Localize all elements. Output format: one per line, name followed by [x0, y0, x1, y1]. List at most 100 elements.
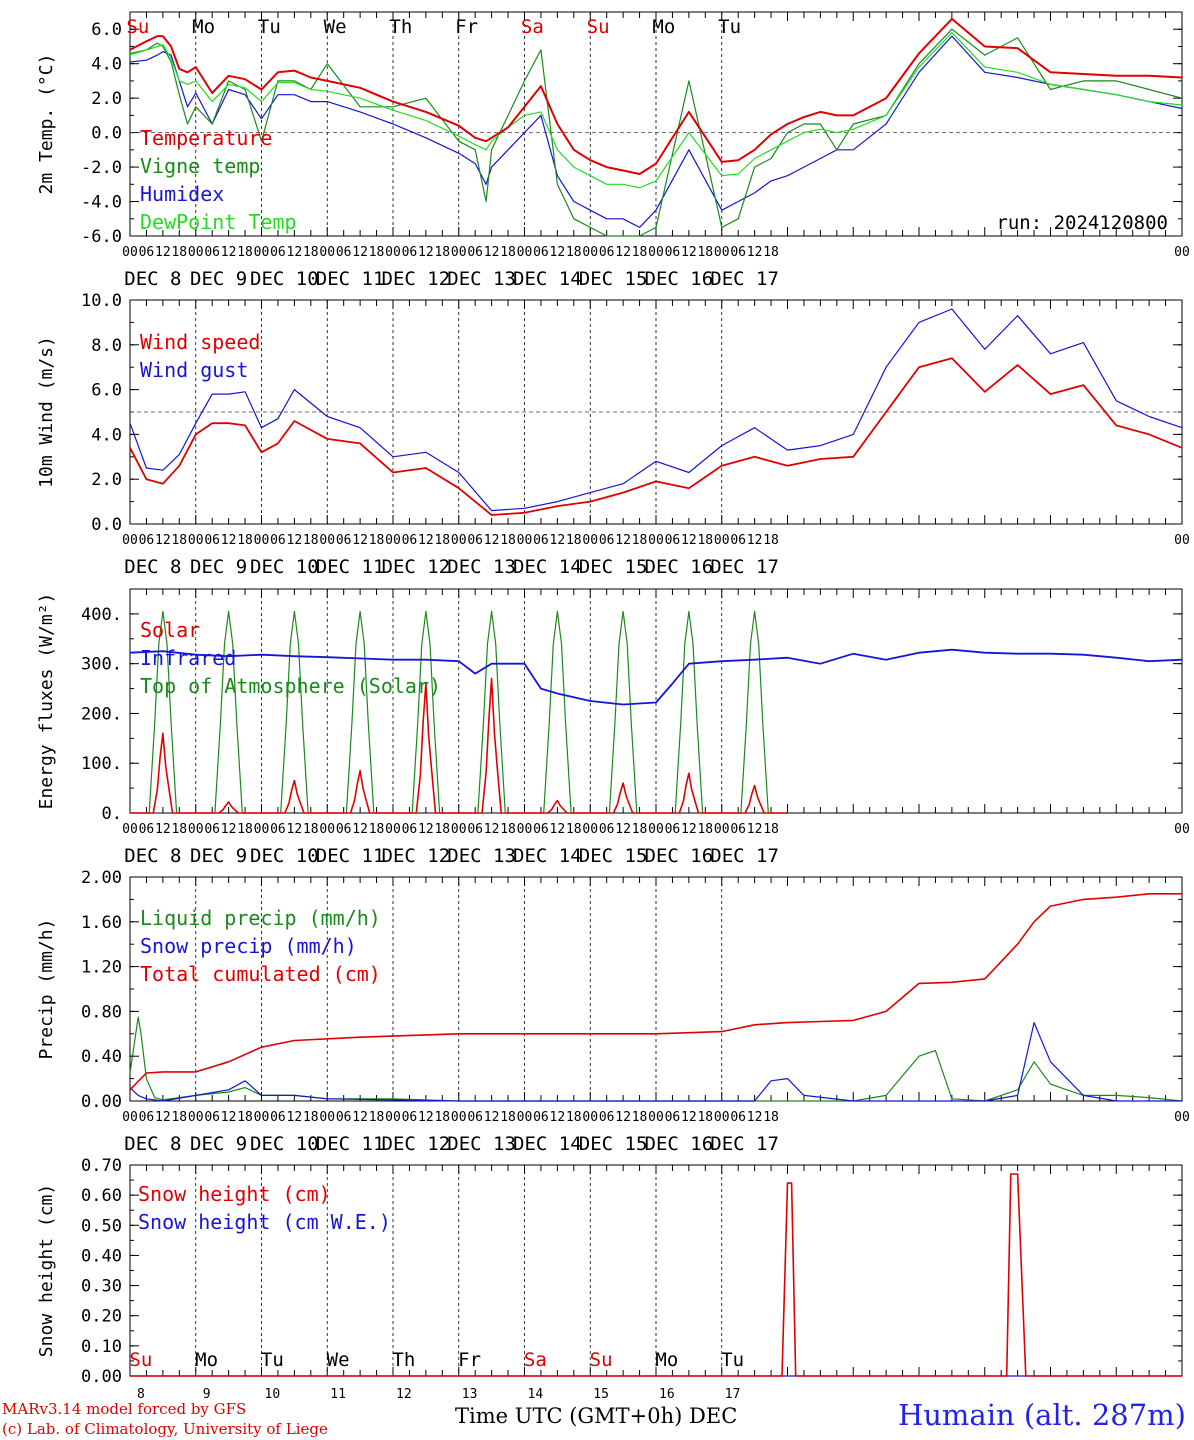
hour-tick-label: 18	[237, 822, 253, 837]
x-axis-title-text: Time UTC (GMT+0h)	[455, 1404, 683, 1428]
day-label-top: Su	[126, 16, 149, 38]
hour-tick-label: 18	[303, 245, 319, 260]
hour-tick-label: 18	[697, 245, 713, 260]
y-tick-label: 300.	[81, 655, 122, 675]
hour-tick-label: 00	[648, 245, 664, 260]
hour-tick-label: 00	[451, 1110, 467, 1125]
date-label: DEC 17	[710, 845, 779, 867]
y-tick-label: 2.00	[81, 868, 122, 888]
hour-tick-label: 18	[566, 822, 582, 837]
hour-tick-label: 12	[287, 822, 303, 837]
hour-tick-label: 00	[1174, 822, 1190, 837]
date-label: DEC 16	[645, 845, 714, 867]
panel-2	[129, 299, 1183, 525]
run-annotation: run: 2024120800	[996, 212, 1168, 234]
hour-tick-label: 06	[599, 822, 615, 837]
date-label: DEC 14	[513, 556, 582, 578]
hour-tick-label: 00	[385, 533, 401, 548]
hour-tick-label: 00	[714, 1110, 730, 1125]
legend-entry: DewPoint Temp	[140, 210, 297, 234]
hour-tick-label: 00	[517, 533, 533, 548]
y-tick-label: 0.0	[91, 515, 122, 535]
hour-tick-label: 18	[434, 245, 450, 260]
hour-tick-label: 00	[254, 245, 270, 260]
hour-tick-label: 18	[434, 822, 450, 837]
date-label: DEC 11	[316, 556, 385, 578]
y-tick-label: 0.00	[81, 1367, 122, 1387]
hour-tick-label: 18	[697, 533, 713, 548]
hour-tick-label: 06	[599, 1110, 615, 1125]
hour-tick-label: 06	[402, 245, 418, 260]
day-label-bottom: We	[327, 1349, 350, 1371]
hour-tick-label: 12	[287, 533, 303, 548]
y-tick-label: 1.20	[81, 958, 122, 978]
hour-tick-label: 12	[615, 533, 631, 548]
hour-tick-label: 18	[303, 533, 319, 548]
x-axis-title: Time UTC (GMT+0h) DEC	[455, 1404, 737, 1428]
hour-tick-label: 12	[221, 1110, 237, 1125]
hour-tick-label: 06	[665, 822, 681, 837]
hour-tick-label: 18	[697, 822, 713, 837]
hour-tick-label: 18	[632, 245, 648, 260]
hour-tick-label: 12	[615, 1110, 631, 1125]
series-line-wind-speed	[129, 357, 1183, 516]
hour-tick-label: 12	[352, 822, 368, 837]
hour-tick-label: 00	[254, 822, 270, 837]
hour-tick-label: 12	[550, 533, 566, 548]
y-tick-label: 0.10	[81, 1337, 122, 1357]
legend-entry: Snow height (cm)	[138, 1182, 331, 1206]
hour-tick-label: 06	[204, 822, 220, 837]
hour-tick-label: 18	[500, 1110, 516, 1125]
hour-tick-label: 18	[566, 245, 582, 260]
hour-tick-label: 06	[533, 245, 549, 260]
y-tick-label: 0.0	[91, 124, 122, 144]
day-label-bottom: Fr	[458, 1349, 481, 1371]
hour-tick-label: 18	[369, 533, 385, 548]
day-number-label: 12	[396, 1387, 412, 1402]
credit-line-2: (c) Lab. of Climatology, University of L…	[2, 1420, 328, 1438]
y-tick-label: 0.00	[81, 1092, 122, 1112]
hour-tick-label: 06	[665, 245, 681, 260]
y-axis-label: Precip (mm/h)	[36, 919, 57, 1060]
y-tick-label: 200.	[81, 704, 122, 724]
hour-tick-label: 00	[582, 822, 598, 837]
day-label-bottom: Sa	[524, 1349, 547, 1371]
date-label: DEC 10	[250, 1133, 319, 1155]
hour-tick-label: 00	[451, 245, 467, 260]
hour-tick-label: 12	[484, 533, 500, 548]
date-label: DEC 11	[316, 1133, 385, 1155]
hour-tick-label: 12	[418, 1110, 434, 1125]
hour-tick-label: 06	[139, 1110, 155, 1125]
hour-tick-label: 18	[303, 822, 319, 837]
date-label: DEC 12	[382, 268, 451, 290]
y-tick-label: 100.	[81, 754, 122, 774]
date-label: DEC 15	[579, 556, 648, 578]
hour-tick-label: 12	[747, 245, 763, 260]
y-tick-label: 2.0	[91, 470, 122, 490]
legend-entry: Wind gust	[140, 358, 248, 382]
day-label-top: Sa	[521, 16, 544, 38]
series-line-solar	[130, 677, 788, 814]
legend-entry: Wind speed	[140, 330, 260, 354]
legend-entry: Vigne temp	[140, 154, 260, 178]
hour-tick-label: 12	[352, 533, 368, 548]
y-tick-label: 4.0	[91, 55, 122, 75]
hour-tick-label: 00	[122, 245, 138, 260]
y-tick-label: 0.70	[81, 1156, 122, 1176]
day-label-bottom: Su	[590, 1349, 613, 1371]
hour-tick-label: 06	[730, 822, 746, 837]
hour-tick-label: 12	[747, 822, 763, 837]
date-label: DEC 10	[250, 556, 319, 578]
date-label: DEC 17	[710, 556, 779, 578]
hour-tick-label: 06	[599, 245, 615, 260]
date-label: DEC 13	[447, 268, 516, 290]
hour-tick-label: 06	[204, 533, 220, 548]
day-number-label: 14	[528, 1387, 544, 1402]
hour-tick-label: 06	[467, 1110, 483, 1125]
hour-tick-label: 18	[171, 245, 187, 260]
hour-tick-label: 00	[648, 822, 664, 837]
series-line-vigne-temp	[129, 28, 1183, 237]
date-label: DEC 15	[579, 268, 648, 290]
legend-entry: Snow precip (mm/h)	[140, 934, 357, 958]
